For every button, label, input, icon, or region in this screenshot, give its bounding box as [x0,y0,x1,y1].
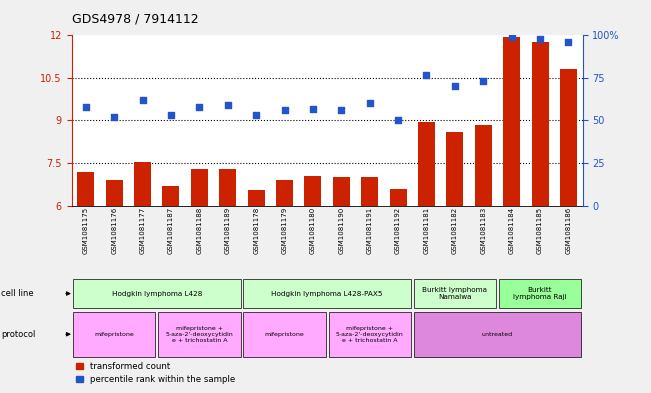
Text: GSM1081176: GSM1081176 [111,207,117,254]
Point [223,102,233,108]
Text: GSM1081190: GSM1081190 [339,207,344,254]
Text: GSM1081181: GSM1081181 [424,207,430,254]
Text: GSM1081183: GSM1081183 [480,207,486,254]
Bar [475,125,492,206]
Bar [418,122,435,206]
Point [137,97,148,103]
Text: GSM1081192: GSM1081192 [395,207,401,254]
Bar [243,312,326,357]
Bar [560,70,577,206]
Point [279,107,290,114]
Text: GSM1081189: GSM1081189 [225,207,230,254]
Bar [499,279,581,309]
Point [166,112,176,119]
Text: mifepristone +
5-aza-2'-deoxycytidin
e + trichostatin A: mifepristone + 5-aza-2'-deoxycytidin e +… [336,326,404,343]
Bar [77,172,94,206]
Bar [243,279,411,309]
Text: GSM1081182: GSM1081182 [452,207,458,254]
Text: Hodgkin lymphoma L428: Hodgkin lymphoma L428 [111,290,202,297]
Text: untreated: untreated [482,332,513,337]
Point [450,83,460,90]
Text: GSM1081177: GSM1081177 [139,207,146,254]
Bar [105,180,122,206]
Bar [73,312,156,357]
Bar [447,132,464,206]
Point [365,100,375,107]
Text: GSM1081179: GSM1081179 [281,207,288,254]
Text: GSM1081184: GSM1081184 [508,207,515,254]
Bar [191,169,208,206]
Bar [163,186,180,206]
Text: GDS4978 / 7914112: GDS4978 / 7914112 [72,13,199,26]
Text: mifepristone: mifepristone [94,332,134,337]
Point [251,112,261,119]
Point [81,104,91,110]
Text: GSM1081187: GSM1081187 [168,207,174,254]
Point [478,78,488,84]
Text: Hodgkin lymphoma L428-PAX5: Hodgkin lymphoma L428-PAX5 [271,290,383,297]
Point [308,105,318,112]
Point [535,36,546,42]
Bar [329,312,411,357]
Text: protocol: protocol [1,330,36,339]
Bar [503,37,520,206]
Bar [361,177,378,206]
Point [563,39,574,45]
Text: GSM1081186: GSM1081186 [566,207,572,254]
Bar [219,169,236,206]
Bar [414,279,496,309]
Text: mifepristone: mifepristone [265,332,305,337]
Text: mifepristone +
5-aza-2'-deoxycytidin
e + trichostatin A: mifepristone + 5-aza-2'-deoxycytidin e +… [165,326,233,343]
Legend: transformed count, percentile rank within the sample: transformed count, percentile rank withi… [76,362,235,384]
Point [506,34,517,40]
Point [336,107,346,114]
Text: cell line: cell line [1,289,34,298]
Bar [531,42,549,206]
Point [421,72,432,78]
Text: GSM1081185: GSM1081185 [537,207,543,254]
Bar [333,177,350,206]
Bar [73,279,240,309]
Bar [276,180,293,206]
Text: Burkitt lymphoma
Namalwa: Burkitt lymphoma Namalwa [422,287,488,300]
Text: Burkitt
lymphoma Raji: Burkitt lymphoma Raji [513,287,567,300]
Text: GSM1081178: GSM1081178 [253,207,259,254]
Bar [134,162,151,206]
Point [194,104,204,110]
Bar [247,190,265,206]
Bar [305,176,322,206]
Point [109,114,119,120]
Bar [389,189,407,206]
Text: GSM1081180: GSM1081180 [310,207,316,254]
Bar [158,312,240,357]
Text: GSM1081175: GSM1081175 [83,207,89,254]
Text: GSM1081191: GSM1081191 [367,207,373,254]
Text: GSM1081188: GSM1081188 [197,207,202,254]
Point [393,118,404,124]
Bar [414,312,581,357]
